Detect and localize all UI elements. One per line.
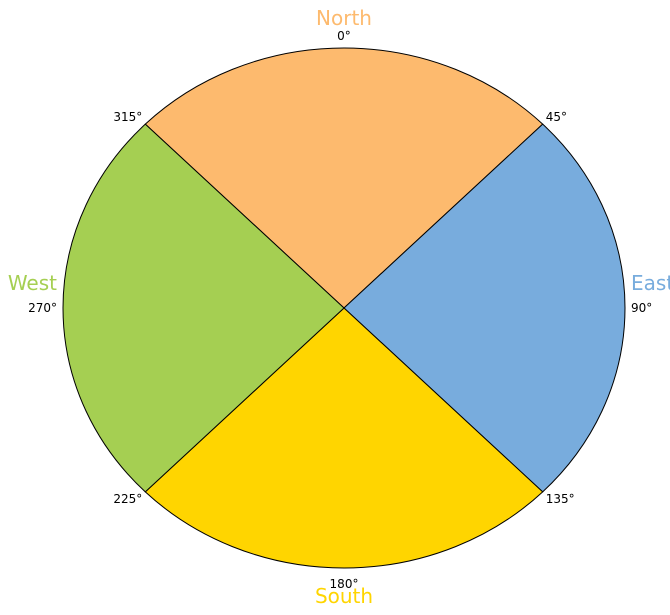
sector [343, 123, 626, 493]
direction-label: South [315, 584, 373, 608]
direction-label: East [631, 271, 670, 295]
direction-label: North [316, 6, 372, 30]
sector [62, 123, 345, 493]
angle-label: 45° [546, 110, 567, 124]
direction-label: West [8, 271, 57, 295]
angle-label: 135° [546, 492, 575, 506]
angle-label: 0° [337, 29, 351, 43]
angle-label: 225° [113, 492, 142, 506]
sector [144, 47, 544, 309]
sector [144, 307, 544, 569]
angle-label: 180° [330, 577, 359, 591]
angle-label: 315° [113, 110, 142, 124]
angle-label: 90° [631, 301, 652, 315]
angle-label: 270° [28, 301, 57, 315]
